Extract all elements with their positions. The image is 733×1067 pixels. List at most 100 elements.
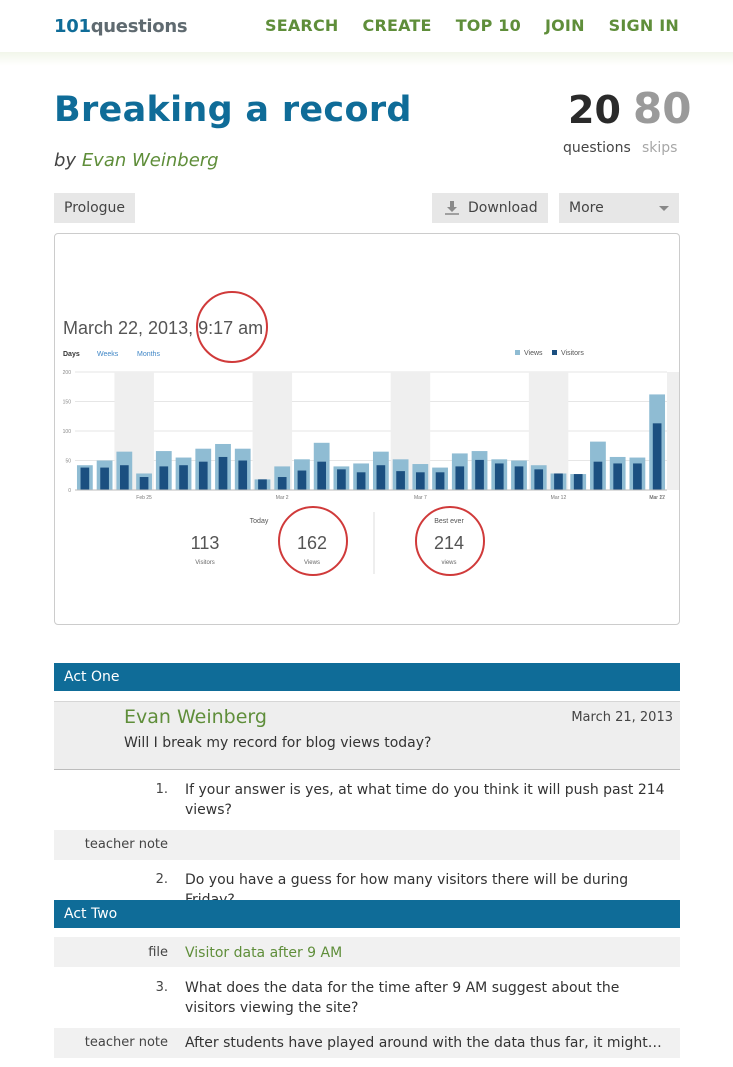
highlight-circle-best: [415, 506, 485, 576]
summary-best-label: Best ever: [434, 518, 464, 525]
bar-visitors[interactable]: [573, 474, 583, 490]
skips-label: skips: [642, 140, 678, 156]
question-row-2: 2. Do you have a guess for how many visi…: [54, 870, 680, 908]
bar-visitors[interactable]: [356, 472, 366, 490]
file-link[interactable]: Visitor data after 9 AM: [185, 945, 343, 961]
act-one-header: Act One: [54, 663, 680, 691]
questions-label: questions: [563, 140, 631, 156]
bar-visitors[interactable]: [179, 465, 188, 490]
bar-visitors[interactable]: [218, 456, 228, 490]
x-tick-label: Mar 12: [551, 495, 567, 501]
legend-swatch-views: [515, 350, 520, 355]
bar-visitors[interactable]: [376, 465, 386, 490]
y-tick-label: 150: [63, 400, 72, 406]
skips-count: 80: [633, 84, 692, 133]
bar-visitors[interactable]: [277, 477, 287, 490]
weekend-band: [667, 372, 679, 490]
highlight-circle-views: [278, 506, 348, 576]
chart-tab-months[interactable]: Months: [137, 351, 160, 358]
teacher-note-row[interactable]: teacher note After students have played …: [54, 1028, 680, 1058]
bar-visitors[interactable]: [238, 460, 248, 491]
chart-image-card[interactable]: March 22, 2013, 9:17 am Days Weeks Month…: [54, 233, 680, 625]
chevron-down-icon: [659, 206, 669, 211]
bar-visitors[interactable]: [159, 466, 169, 490]
bar-visitors[interactable]: [415, 472, 425, 490]
question-number: 3.: [155, 980, 168, 995]
question-text: What does the data for the time after 9 …: [185, 980, 620, 1016]
download-button[interactable]: Download: [432, 193, 548, 223]
y-tick-label: 50: [65, 459, 71, 465]
bar-visitors[interactable]: [534, 469, 544, 490]
summary-best: 214: [434, 533, 464, 553]
teacher-note-text: After students have played around with t…: [185, 1035, 665, 1051]
bar-visitors[interactable]: [593, 461, 603, 490]
bar-visitors[interactable]: [455, 466, 465, 490]
bar-visitors[interactable]: [514, 466, 524, 490]
file-label: file: [148, 945, 168, 960]
highlight-circle-time: [196, 291, 268, 363]
question-text: If your answer is yes, at what time do y…: [185, 782, 665, 818]
prologue-button[interactable]: Prologue: [54, 193, 136, 223]
nav-sign-in[interactable]: SIGN IN: [608, 16, 679, 35]
question-number: 2.: [155, 872, 168, 887]
bar-visitors[interactable]: [198, 461, 208, 490]
bar-visitors[interactable]: [317, 461, 327, 490]
x-tick-label: Mar 17: [649, 495, 665, 501]
prologue-label: Prologue: [64, 200, 126, 216]
question-row-3: 3. What does the data for the time after…: [54, 978, 680, 1022]
x-tick-label: Mar 2: [276, 495, 289, 501]
bar-visitors[interactable]: [297, 470, 307, 490]
bar-visitors[interactable]: [554, 473, 563, 490]
summary-visitors: 113: [191, 533, 220, 553]
teacher-note-label: teacher note: [84, 1035, 168, 1050]
bar-visitors[interactable]: [80, 467, 90, 490]
teacher-note-label: teacher note: [84, 837, 168, 852]
x-tick-label: Feb 25: [136, 495, 152, 501]
more-dropdown[interactable]: More: [559, 193, 679, 223]
nav-create[interactable]: CREATE: [362, 16, 432, 35]
legend-views: Views: [524, 350, 543, 357]
bar-visitors[interactable]: [633, 463, 642, 490]
summary-today-label: Today: [250, 518, 269, 525]
legend-swatch-visitors: [552, 350, 557, 355]
bar-visitors[interactable]: [494, 463, 504, 490]
site-logo[interactable]: 101questions: [54, 16, 188, 37]
nav-top10[interactable]: TOP 10: [455, 16, 521, 35]
bar-visitors[interactable]: [396, 471, 405, 490]
x-tick-label: Mar 22: [649, 495, 665, 501]
author-link[interactable]: Evan Weinberg: [81, 150, 219, 171]
bar-visitors[interactable]: [100, 467, 109, 490]
download-label: Download: [468, 200, 538, 216]
summary-views-label: Views: [304, 560, 320, 566]
post-date: March 21, 2013: [571, 710, 673, 725]
page-title: Breaking a record: [54, 90, 412, 130]
download-icon: [445, 201, 459, 215]
summary-visitors-label: Visitors: [195, 560, 215, 566]
teacher-note-row[interactable]: teacher note: [54, 830, 680, 860]
bar-visitors[interactable]: [652, 423, 662, 490]
byline: by Evan Weinberg: [54, 150, 219, 171]
summary-best-views-label: views: [441, 560, 456, 566]
bar-visitors[interactable]: [435, 472, 445, 490]
bar-visitors[interactable]: [337, 469, 346, 490]
chart-tab-days[interactable]: Days: [63, 351, 80, 358]
x-tick-label: Mar 7: [414, 495, 427, 501]
header-divider: [0, 52, 733, 66]
questions-count: 20: [568, 88, 621, 132]
bar-visitors[interactable]: [475, 459, 484, 490]
nav-search[interactable]: SEARCH: [265, 16, 339, 35]
chart-tab-weeks[interactable]: Weeks: [97, 351, 119, 358]
post-text: Will I break my record for blog views to…: [124, 735, 432, 751]
bar-visitors[interactable]: [613, 463, 623, 490]
act-two-header: Act Two: [54, 900, 680, 928]
bar-visitors[interactable]: [139, 477, 149, 490]
y-tick-label: 100: [63, 429, 72, 435]
stats-chart: March 22, 2013, 9:17 am Days Weeks Month…: [63, 291, 679, 576]
post-card: Evan Weinberg March 21, 2013 Will I brea…: [54, 701, 680, 770]
post-author[interactable]: Evan Weinberg: [124, 706, 267, 728]
question-row-1: 1. If your answer is yes, at what time d…: [54, 780, 680, 824]
nav-join[interactable]: JOIN: [544, 16, 585, 35]
bar-visitors[interactable]: [258, 479, 267, 490]
y-tick-label: 200: [63, 370, 72, 376]
bar-visitors[interactable]: [119, 465, 129, 490]
